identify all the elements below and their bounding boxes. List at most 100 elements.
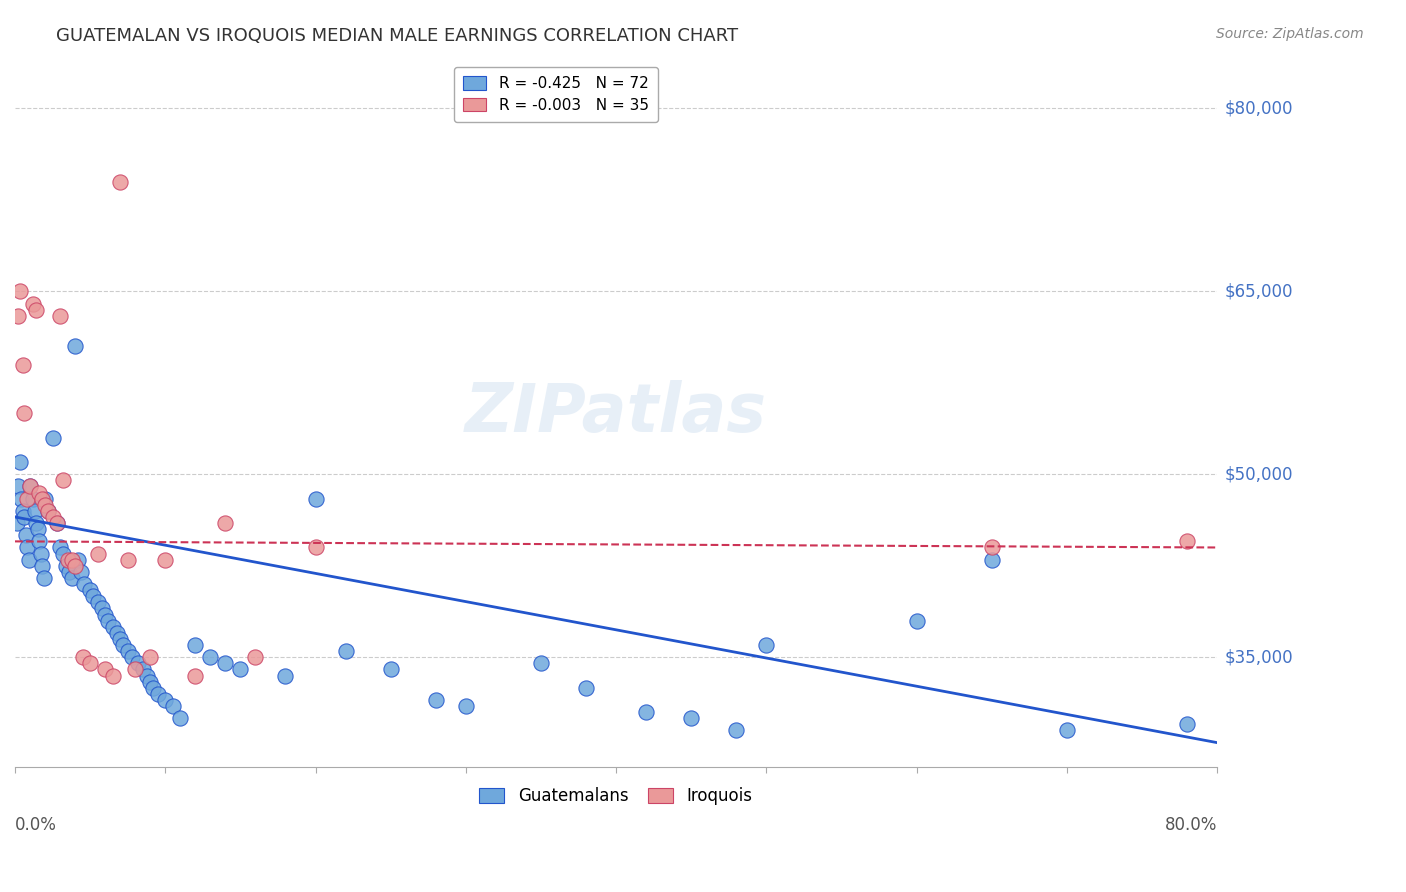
Point	[184, 668, 207, 682]
Point	[146, 687, 169, 701]
Point	[18, 479, 41, 493]
Point	[63, 558, 86, 573]
Point	[139, 650, 162, 665]
Point	[46, 516, 69, 530]
Point	[31, 491, 53, 506]
Point	[41, 431, 63, 445]
Point	[21, 491, 44, 506]
Point	[91, 601, 114, 615]
Point	[63, 339, 86, 353]
Point	[139, 674, 162, 689]
Point	[980, 552, 1002, 566]
Point	[73, 577, 96, 591]
Point	[8, 455, 31, 469]
Point	[70, 565, 93, 579]
Point	[37, 504, 59, 518]
Point	[58, 565, 80, 579]
Point	[11, 358, 34, 372]
Point	[15, 541, 38, 555]
Point	[755, 638, 778, 652]
Point	[636, 705, 658, 719]
Point	[8, 285, 31, 299]
Point	[1175, 717, 1198, 731]
Point	[52, 547, 75, 561]
Point	[34, 491, 56, 506]
Point	[17, 552, 39, 566]
Point	[142, 681, 165, 695]
Point	[94, 663, 117, 677]
Point	[229, 663, 252, 677]
Point	[86, 547, 108, 561]
Text: $65,000: $65,000	[1225, 283, 1294, 301]
Point	[79, 657, 101, 671]
Point	[1175, 534, 1198, 549]
Point	[162, 699, 184, 714]
Point	[15, 491, 38, 506]
Point	[34, 498, 56, 512]
Point	[454, 699, 477, 714]
Point	[112, 638, 135, 652]
Point	[55, 558, 77, 573]
Point	[37, 504, 59, 518]
Point	[425, 693, 447, 707]
Point	[18, 479, 41, 493]
Point	[105, 625, 128, 640]
Point	[72, 650, 94, 665]
Point	[60, 552, 83, 566]
Text: $80,000: $80,000	[1225, 99, 1294, 118]
Text: $35,000: $35,000	[1225, 648, 1294, 666]
Point	[13, 406, 35, 420]
Point	[117, 644, 139, 658]
Point	[60, 571, 83, 585]
Point	[7, 309, 30, 323]
Legend: Guatemalans, Iroquois: Guatemalans, Iroquois	[470, 777, 762, 815]
Point	[108, 632, 131, 646]
Point	[117, 552, 139, 566]
Point	[575, 681, 598, 695]
Point	[13, 510, 35, 524]
Point	[980, 541, 1002, 555]
Text: GUATEMALAN VS IROQUOIS MEDIAN MALE EARNINGS CORRELATION CHART: GUATEMALAN VS IROQUOIS MEDIAN MALE EARNI…	[56, 27, 738, 45]
Point	[184, 638, 207, 652]
Point	[304, 491, 326, 506]
Point	[108, 175, 131, 189]
Point	[214, 516, 236, 530]
Point	[14, 528, 37, 542]
Point	[49, 309, 72, 323]
Point	[380, 663, 402, 677]
Point	[10, 491, 32, 506]
Point	[530, 657, 553, 671]
Point	[25, 302, 48, 317]
Point	[27, 522, 49, 536]
Point	[127, 657, 149, 671]
Point	[681, 711, 703, 725]
Point	[94, 607, 117, 622]
Point	[304, 541, 326, 555]
Point	[11, 504, 34, 518]
Point	[335, 644, 357, 658]
Text: ZIPatlas: ZIPatlas	[465, 380, 768, 446]
Point	[52, 474, 75, 488]
Point	[124, 663, 146, 677]
Point	[79, 583, 101, 598]
Point	[6, 516, 28, 530]
Point	[49, 541, 72, 555]
Point	[41, 510, 63, 524]
Point	[31, 558, 53, 573]
Point	[245, 650, 267, 665]
Point	[136, 668, 159, 682]
Text: 0.0%: 0.0%	[15, 816, 56, 834]
Point	[21, 296, 44, 310]
Text: 80.0%: 80.0%	[1164, 816, 1218, 834]
Point	[274, 668, 297, 682]
Point	[67, 552, 90, 566]
Point	[725, 723, 748, 738]
Point	[97, 614, 120, 628]
Text: Source: ZipAtlas.com: Source: ZipAtlas.com	[1216, 27, 1364, 41]
Point	[7, 479, 30, 493]
Point	[132, 663, 155, 677]
Point	[25, 516, 48, 530]
Point	[200, 650, 222, 665]
Point	[121, 650, 143, 665]
Point	[1056, 723, 1078, 738]
